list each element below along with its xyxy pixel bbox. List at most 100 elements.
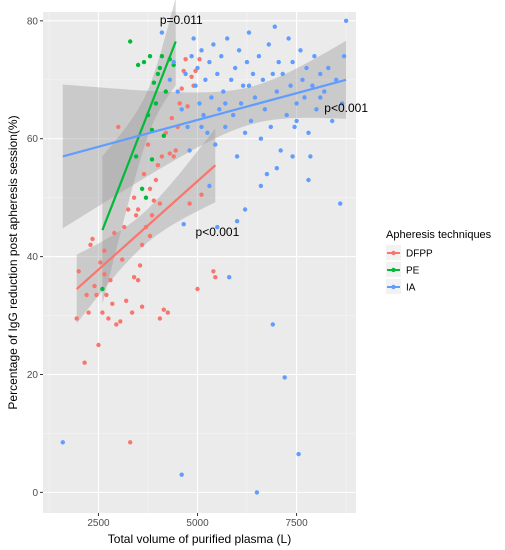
data-point-dfpp (102, 248, 107, 253)
x-tick-label: 7500 (285, 518, 308, 529)
data-point-ia (252, 95, 258, 100)
data-point-ia (306, 130, 311, 135)
data-point-ia (217, 107, 222, 112)
data-point-dfpp (135, 207, 141, 212)
y-tick-label: 80 (27, 16, 39, 27)
legend-title: Apheresis techniques (386, 229, 492, 241)
data-point-ia (207, 183, 212, 189)
data-point-dfpp (183, 57, 188, 62)
data-point-dfpp (211, 269, 216, 274)
legend-items: DFPP PE IA (386, 245, 433, 294)
data-point-dfpp (173, 148, 178, 153)
data-point-ia (314, 107, 319, 112)
x-axis-title: Total volume of purified plasma (L) (108, 532, 291, 546)
data-point-dfpp (187, 201, 192, 206)
data-point-ia (185, 124, 190, 130)
data-points (60, 18, 349, 495)
data-point-dfpp (171, 154, 176, 159)
data-point-ia (282, 375, 287, 380)
data-point-dfpp (98, 260, 103, 265)
data-point-ia (225, 36, 230, 41)
data-point-ia (302, 95, 307, 100)
data-point-dfpp (88, 242, 93, 247)
data-point-dfpp (147, 233, 153, 239)
data-point-dfpp (155, 163, 161, 168)
data-point-dfpp (159, 154, 165, 159)
legend-item-dfpp: DFPP (386, 245, 433, 260)
data-point-dfpp (112, 230, 117, 236)
data-point-ia (310, 83, 315, 88)
data-point-ia (195, 65, 200, 71)
data-point-ia (258, 183, 264, 189)
data-point-dfpp (189, 74, 194, 80)
data-point-ia (223, 101, 228, 106)
data-point-ia (236, 48, 242, 53)
x-tick-label: 2500 (87, 518, 110, 529)
data-point-ia (304, 65, 309, 71)
legend-dot (391, 284, 396, 290)
data-point-dfpp (100, 310, 105, 315)
data-point-ia (339, 101, 345, 106)
data-point-ia (221, 89, 226, 94)
data-point-dfpp (108, 278, 113, 283)
data-point-pe (128, 39, 133, 44)
data-point-ia (219, 54, 224, 59)
data-point-dfpp (141, 171, 147, 177)
data-point-ia (250, 71, 256, 77)
trend-line-dfpp (75, 164, 217, 290)
data-point-ia (199, 48, 204, 53)
data-point-ia (244, 59, 250, 65)
data-point-ia (246, 83, 252, 88)
axis-ticks: 2500 5000 7500 0 20 40 60 80 (27, 16, 308, 529)
data-point-dfpp (118, 319, 123, 324)
data-point-dfpp (126, 207, 131, 212)
data-point-pe (155, 71, 161, 77)
data-point-ia (181, 222, 186, 227)
data-point-ia (270, 71, 275, 77)
y-axis-title: Percentage of IgG reduction post apheres… (6, 115, 20, 409)
data-point-ia (264, 171, 270, 177)
data-point-ia (341, 54, 347, 59)
data-point-ia (199, 124, 204, 130)
data-point-ia (322, 89, 327, 94)
data-point-dfpp (161, 307, 166, 312)
data-point-dfpp (116, 124, 121, 130)
y-tick-label: 40 (27, 252, 39, 263)
data-point-ia (248, 118, 254, 124)
data-point-dfpp (76, 269, 81, 274)
data-point-ia (274, 166, 279, 171)
data-point-ia (294, 118, 299, 124)
data-point-ia (240, 83, 246, 88)
data-point-ia (234, 219, 240, 224)
data-point-ia (290, 154, 295, 159)
data-point-dfpp (114, 322, 119, 327)
data-point-pe (147, 54, 153, 59)
data-point-dfpp (147, 186, 153, 191)
data-point-ia (326, 65, 331, 71)
y-tick-label: 0 (32, 488, 38, 499)
data-point-pe (135, 62, 141, 68)
data-point-dfpp (104, 292, 109, 298)
data-point-ia (187, 148, 192, 153)
data-point-pe (149, 157, 155, 162)
data-point-dfpp (157, 316, 163, 321)
data-point-ia (242, 130, 248, 135)
data-point-dfpp (157, 201, 163, 206)
data-point-dfpp (153, 177, 159, 183)
data-point-ia (209, 95, 214, 100)
data-point-dfpp (84, 292, 89, 298)
trend-line-ia (62, 78, 347, 158)
data-point-dfpp (195, 286, 200, 292)
legend-dot (391, 250, 396, 256)
data-point-ia (254, 490, 260, 495)
data-point-ia (205, 130, 210, 135)
p-value-dfpp: p<0.001 (196, 225, 240, 239)
data-point-pe (163, 89, 168, 94)
data-point-ia (284, 112, 289, 118)
data-point-ia (183, 71, 188, 77)
data-point-ia (306, 177, 311, 183)
data-point-dfpp (129, 310, 135, 315)
data-point-dfpp (213, 275, 218, 280)
data-point-ia (213, 142, 218, 147)
data-point-ia (296, 451, 301, 457)
